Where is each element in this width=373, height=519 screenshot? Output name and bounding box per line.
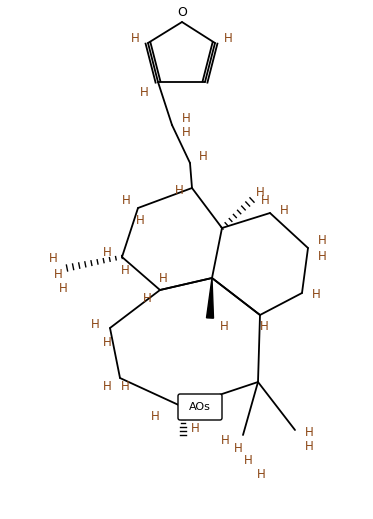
Text: H: H [233, 443, 242, 456]
Text: H: H [142, 292, 151, 305]
Text: H: H [224, 32, 232, 45]
Text: H: H [140, 86, 148, 99]
Text: H: H [136, 214, 144, 227]
Text: H: H [103, 335, 112, 348]
Text: H: H [103, 245, 112, 258]
Text: H: H [244, 454, 253, 467]
Text: H: H [318, 250, 326, 263]
Text: AOs: AOs [189, 402, 211, 412]
Text: H: H [175, 184, 184, 198]
Text: H: H [220, 433, 229, 446]
Text: H: H [311, 289, 320, 302]
Polygon shape [207, 278, 213, 318]
Text: H: H [91, 319, 99, 332]
Text: O: O [177, 7, 187, 20]
Text: H: H [120, 379, 129, 392]
Text: H: H [59, 281, 68, 294]
Text: H: H [151, 411, 159, 424]
Text: H: H [280, 203, 288, 216]
Text: H: H [199, 151, 207, 163]
Text: H: H [256, 185, 264, 198]
Text: H: H [260, 321, 269, 334]
Text: H: H [318, 235, 326, 248]
Text: H: H [257, 469, 265, 482]
Text: H: H [182, 126, 190, 139]
Text: H: H [48, 252, 57, 265]
Text: H: H [305, 441, 313, 454]
Text: H: H [54, 268, 62, 281]
Text: H: H [182, 112, 190, 125]
Text: H: H [131, 32, 140, 45]
FancyBboxPatch shape [178, 394, 222, 420]
Text: H: H [120, 264, 129, 277]
Text: H: H [191, 422, 200, 435]
Text: H: H [261, 194, 269, 207]
Text: H: H [305, 427, 313, 440]
Text: H: H [159, 271, 167, 284]
Text: H: H [220, 320, 228, 333]
Text: H: H [103, 379, 112, 392]
Text: H: H [122, 194, 131, 207]
